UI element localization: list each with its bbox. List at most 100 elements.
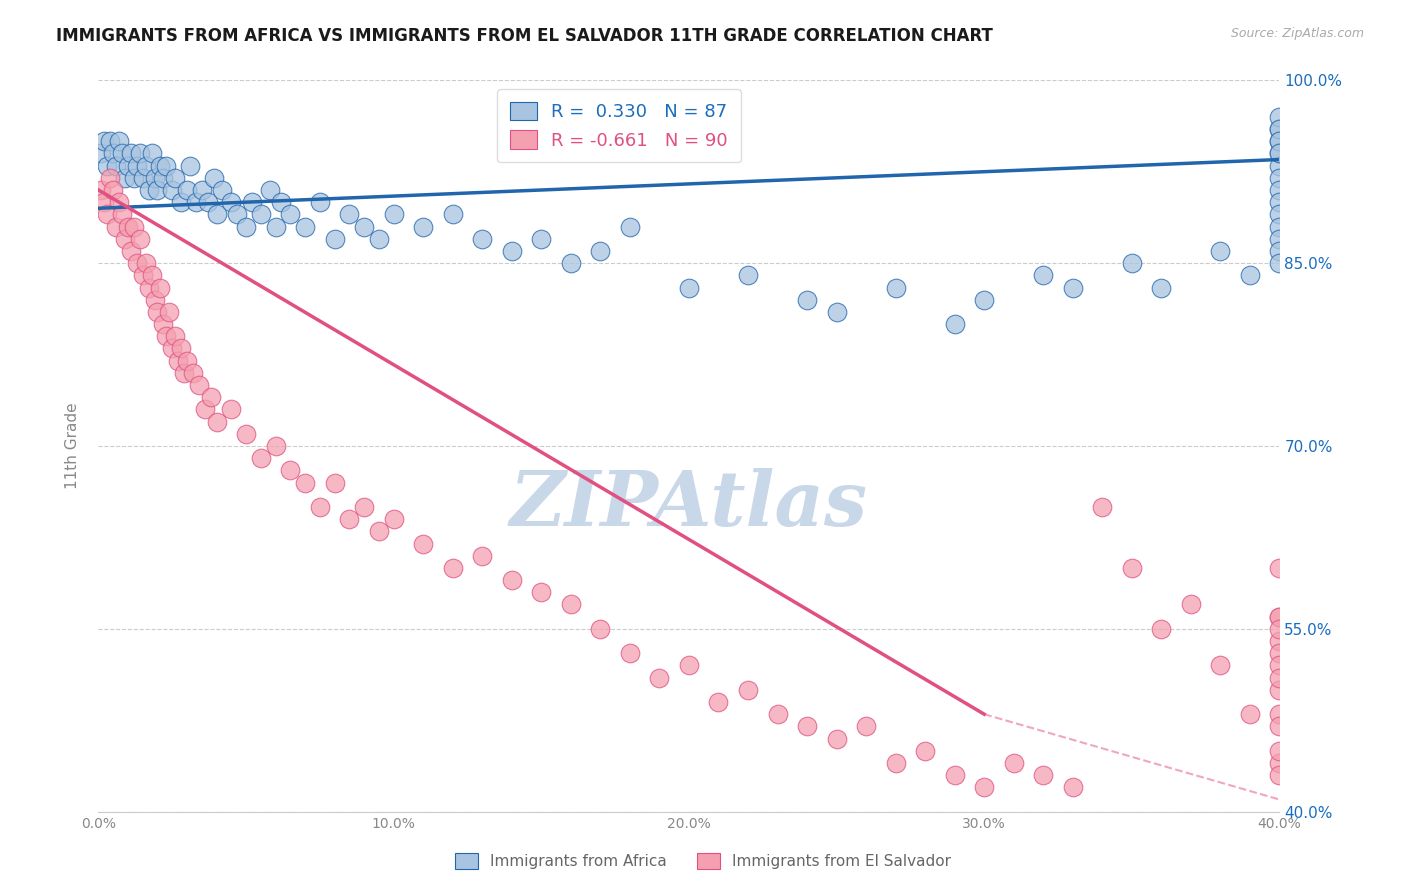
Point	[1268, 256, 1291, 270]
Point	[170, 195, 193, 210]
Point	[114, 232, 136, 246]
Point	[1209, 244, 1232, 258]
Point	[1062, 280, 1084, 294]
Point	[973, 293, 995, 307]
Point	[143, 293, 166, 307]
Point	[1091, 500, 1114, 514]
Point	[353, 500, 375, 514]
Point	[1268, 561, 1291, 575]
Point	[108, 195, 131, 210]
Point	[170, 342, 193, 356]
Point	[264, 439, 287, 453]
Point	[146, 305, 169, 319]
Point	[179, 159, 201, 173]
Point	[678, 658, 700, 673]
Point	[111, 207, 134, 221]
Point	[162, 183, 183, 197]
Point	[141, 146, 163, 161]
Point	[259, 183, 281, 197]
Point	[197, 195, 219, 210]
Point	[884, 280, 907, 294]
Point	[157, 305, 180, 319]
Point	[412, 536, 434, 550]
Point	[128, 146, 150, 161]
Point	[152, 170, 174, 185]
Point	[501, 573, 523, 587]
Point	[120, 146, 142, 161]
Text: ZIPAtlas: ZIPAtlas	[510, 467, 868, 541]
Point	[441, 207, 464, 221]
Point	[270, 195, 292, 210]
Point	[855, 719, 877, 733]
Point	[155, 329, 177, 343]
Point	[1209, 658, 1232, 673]
Point	[766, 707, 789, 722]
Point	[264, 219, 287, 234]
Point	[1150, 622, 1173, 636]
Point	[221, 402, 243, 417]
Point	[128, 232, 150, 246]
Point	[339, 512, 361, 526]
Point	[382, 512, 405, 526]
Point	[105, 219, 128, 234]
Legend: Immigrants from Africa, Immigrants from El Salvador: Immigrants from Africa, Immigrants from …	[449, 847, 957, 875]
Point	[1268, 622, 1291, 636]
Point	[205, 415, 228, 429]
Point	[184, 195, 207, 210]
Point	[560, 598, 582, 612]
Point	[1032, 268, 1054, 283]
Point	[240, 195, 263, 210]
Point	[191, 183, 214, 197]
Point	[280, 463, 302, 477]
Point	[117, 159, 139, 173]
Point	[619, 646, 641, 660]
Point	[155, 159, 177, 173]
Point	[176, 353, 198, 368]
Point	[1268, 159, 1291, 173]
Point	[1239, 268, 1261, 283]
Point	[1268, 122, 1291, 136]
Point	[825, 731, 848, 746]
Point	[135, 256, 157, 270]
Point	[149, 280, 172, 294]
Point	[1180, 598, 1202, 612]
Point	[1268, 122, 1291, 136]
Point	[368, 524, 391, 539]
Point	[294, 219, 316, 234]
Point	[796, 293, 818, 307]
Point	[1062, 780, 1084, 795]
Text: IMMIGRANTS FROM AFRICA VS IMMIGRANTS FROM EL SALVADOR 11TH GRADE CORRELATION CHA: IMMIGRANTS FROM AFRICA VS IMMIGRANTS FRO…	[56, 27, 993, 45]
Point	[1268, 634, 1291, 648]
Point	[737, 268, 759, 283]
Point	[1268, 671, 1291, 685]
Point	[825, 305, 848, 319]
Point	[294, 475, 316, 490]
Point	[143, 170, 166, 185]
Point	[1268, 146, 1291, 161]
Point	[202, 170, 225, 185]
Point	[353, 219, 375, 234]
Point	[250, 207, 273, 221]
Point	[96, 159, 118, 173]
Point	[1002, 756, 1025, 770]
Point	[146, 183, 169, 197]
Point	[707, 695, 730, 709]
Point	[1268, 719, 1291, 733]
Point	[1268, 134, 1291, 148]
Point	[1121, 561, 1143, 575]
Point	[149, 159, 172, 173]
Point	[943, 317, 966, 331]
Point	[412, 219, 434, 234]
Point	[93, 195, 115, 210]
Point	[280, 207, 302, 221]
Point	[1268, 609, 1291, 624]
Point	[226, 207, 249, 221]
Point	[471, 232, 494, 246]
Point	[125, 256, 148, 270]
Point	[1268, 646, 1291, 660]
Point	[194, 402, 217, 417]
Point	[108, 134, 131, 148]
Point	[368, 232, 391, 246]
Point	[737, 682, 759, 697]
Point	[1268, 768, 1291, 782]
